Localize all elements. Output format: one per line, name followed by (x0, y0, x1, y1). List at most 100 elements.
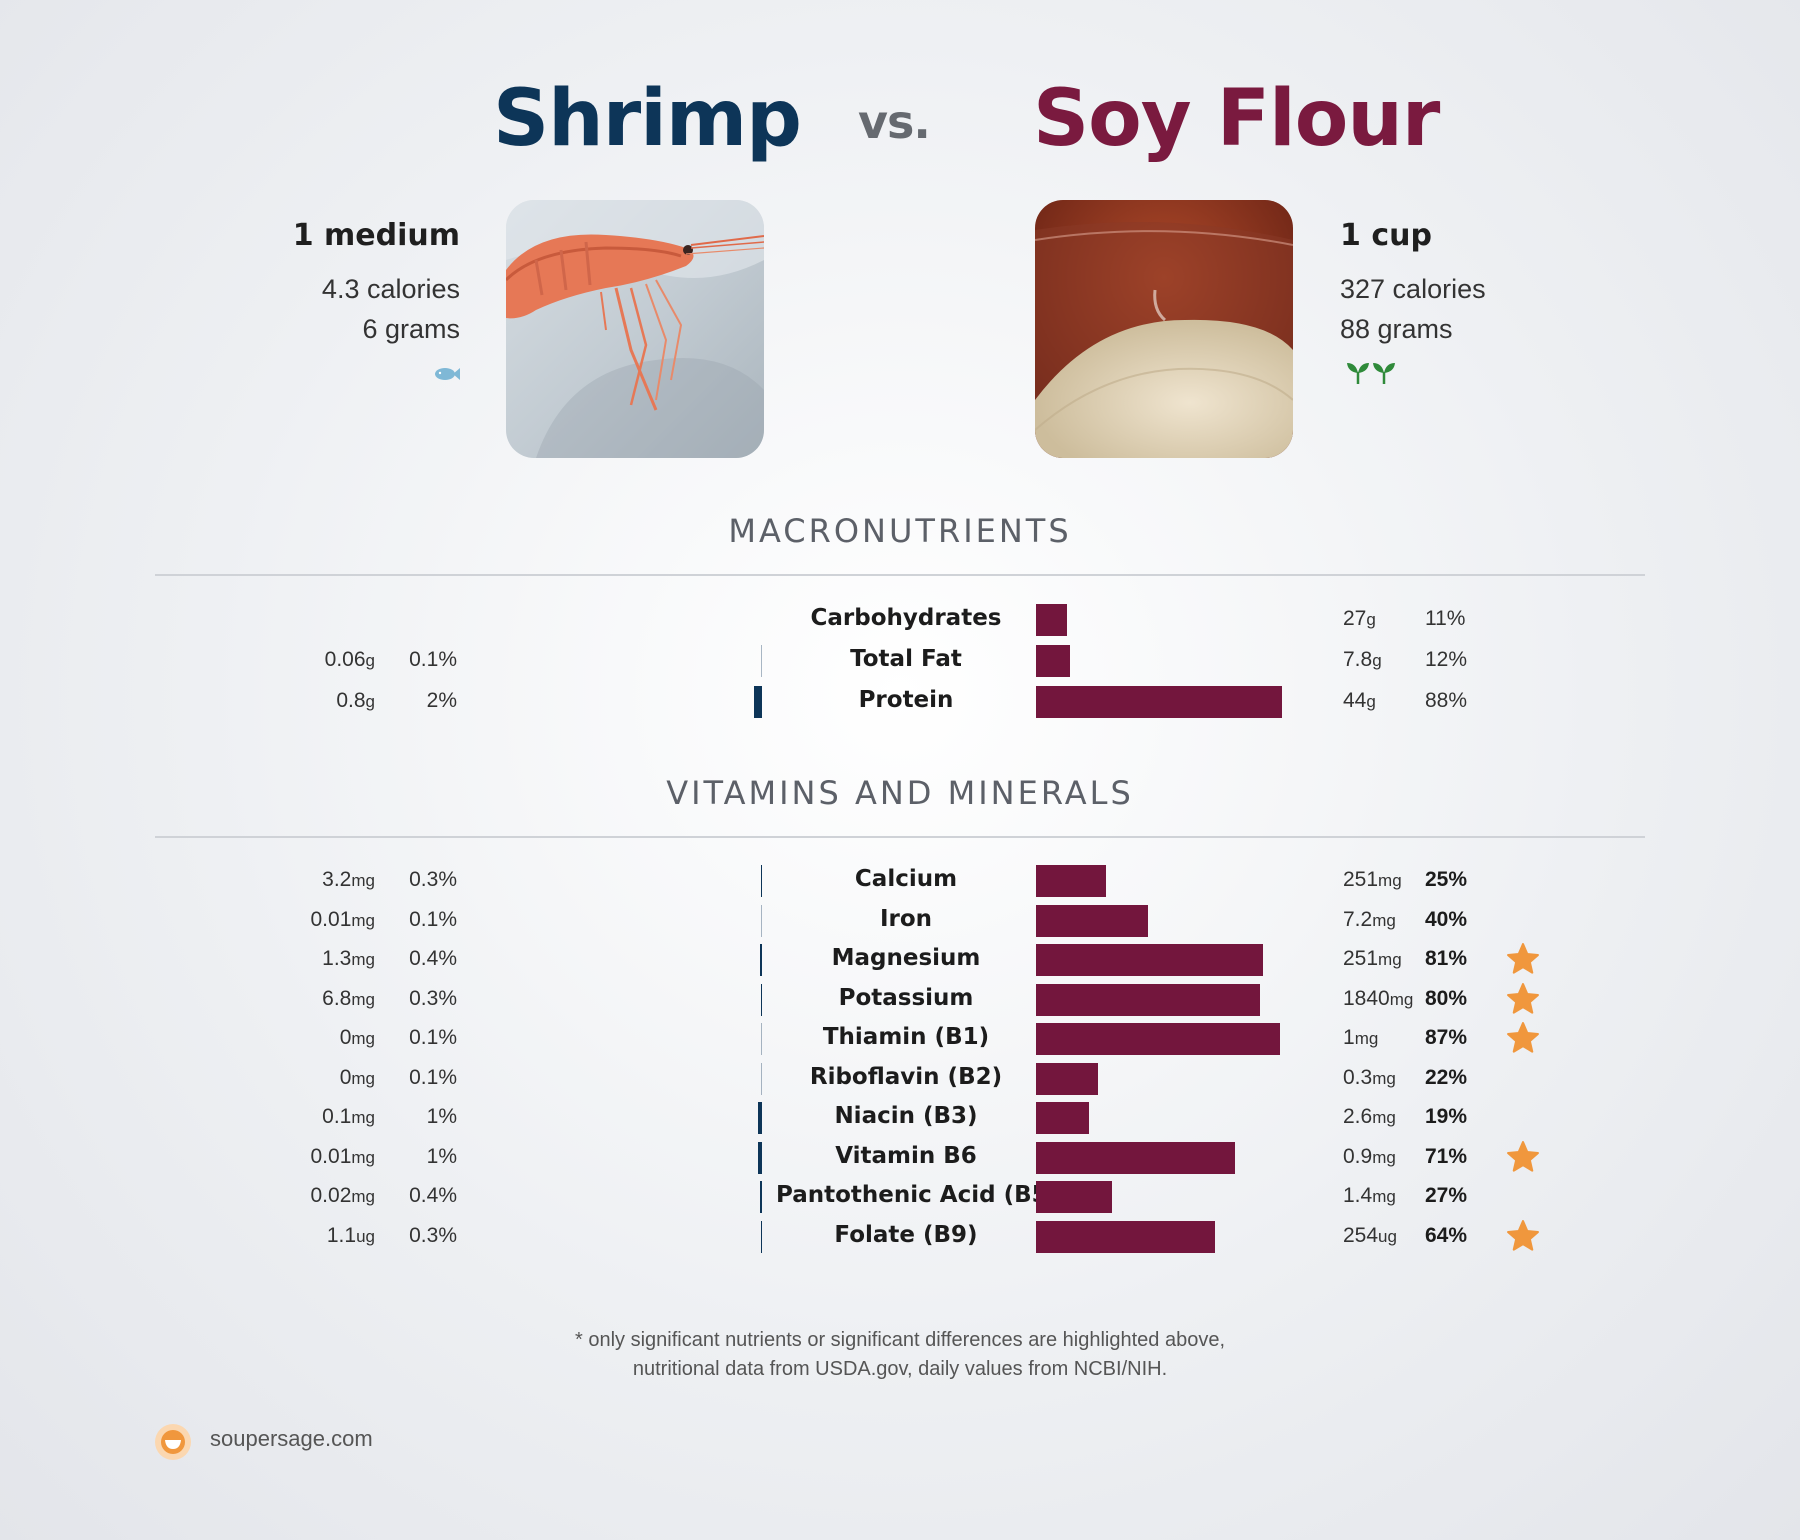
vitamin-left-bar-vitamin-b6 (757, 1141, 762, 1174)
vs-label: vs. (858, 95, 931, 149)
vitamin-label-thiamin-b1: Thiamin (B1) (822, 1024, 990, 1050)
vitamin-left-value-calcium: 3.2mg (322, 868, 375, 892)
left-serving: 1 medium (292, 218, 460, 253)
left-amount: 0 (339, 1026, 352, 1049)
vitamin-right-bar-magnesium (1036, 944, 1263, 976)
macro-right-value-protein: 44g (1343, 689, 1376, 713)
vitamin-right-pct-iron: 40% (1425, 907, 1468, 931)
vitamin-left-bar-folate-b9 (760, 1220, 762, 1253)
right-amount: 2.6 (1343, 1105, 1373, 1128)
vitamin-left-bar-pantothenic-acid-b5 (760, 1181, 762, 1213)
vitamin-right-bar-pantothenic-acid-b5 (1036, 1181, 1112, 1213)
vitamin-left-pct-thiamin-b1: 0.1% (409, 1026, 457, 1049)
vitamin-left-value-thiamin-b1: 0mg (340, 1026, 375, 1050)
macro-left-bar-total-fat (761, 645, 762, 677)
right-amount: 1 (1343, 1026, 1355, 1049)
left-amount: 0.8 (336, 689, 366, 712)
vitamin-right-bar-calcium (1036, 865, 1106, 897)
macro-right-bar-carbohydrates (1036, 604, 1067, 636)
vitamin-left-pct-vitamin-b6: 1% (426, 1144, 457, 1168)
right-grams: 88 grams (1340, 314, 1453, 344)
right-unit: mg (1372, 1068, 1396, 1088)
right-amount: 1840 (1343, 986, 1390, 1010)
vitamin-right-value-riboflavin-b2: 0.3mg (1343, 1066, 1396, 1090)
right-unit: g (1366, 610, 1376, 629)
right-amount: 7.8 (1343, 648, 1373, 671)
vitamin-left-pct-niacin-b3: 1% (426, 1105, 457, 1128)
vitamin-right-value-magnesium: 251mg (1343, 947, 1402, 971)
right-amount: 7.2 (1343, 907, 1373, 931)
shrimp-photo (506, 200, 764, 458)
right-unit: mg (1354, 1029, 1379, 1048)
left-amount: 0.02 (310, 1184, 352, 1207)
macronutrients-divider (155, 574, 1645, 576)
vitamin-right-value-vitamin-b6: 0.9mg (1343, 1145, 1396, 1169)
vitamins-divider (155, 836, 1645, 838)
left-unit: ug (356, 1226, 375, 1246)
vitamin-left-pct-magnesium: 0.4% (409, 947, 457, 970)
brand-name[interactable]: soupersage.com (210, 1426, 373, 1451)
vitamin-left-bar-magnesium (760, 944, 762, 976)
vitamin-right-pct-folate-b9: 64% (1425, 1223, 1468, 1247)
vitamin-right-bar-thiamin-b1 (1036, 1023, 1280, 1055)
vitamin-left-bar-calcium (760, 865, 762, 897)
right-amount: 251 (1343, 947, 1379, 970)
vitamin-left-pct-pantothenic-acid-b5: 0.4% (409, 1184, 457, 1207)
macro-right-pct-protein: 88% (1425, 689, 1468, 712)
right-unit: mg (1389, 989, 1414, 1009)
vitamin-left-value-iron: 0.01mg (311, 908, 376, 932)
macro-left-value-protein: 0.8g (336, 689, 375, 713)
left-unit: g (365, 651, 375, 670)
vitamin-label-calcium: Calcium (854, 866, 958, 892)
right-unit: mg (1372, 1147, 1396, 1167)
right-amount: 0.9 (1343, 1144, 1373, 1168)
left-amount: 3.2 (322, 868, 352, 891)
left-unit: mg (351, 1029, 375, 1048)
footnote-line-1: * only significant nutrients or signific… (574, 1329, 1226, 1351)
left-amount: 0 (339, 1065, 352, 1089)
right-amount: 27 (1343, 607, 1367, 630)
left-unit: mg (351, 871, 375, 890)
soupersage-logo-icon (155, 1424, 191, 1460)
vitamin-left-value-pantothenic-acid-b5: 0.02mg (311, 1184, 376, 1208)
macro-label-total-fat: Total Fat (850, 646, 962, 672)
right-unit: mg (1372, 910, 1396, 930)
right-unit: mg (1378, 950, 1402, 969)
macro-left-value-total-fat: 0.06g (325, 648, 375, 672)
macro-left-pct-protein: 2% (426, 689, 457, 712)
right-unit: mg (1372, 1187, 1396, 1206)
vitamin-right-bar-niacin-b3 (1036, 1102, 1090, 1134)
right-amount: 1.4 (1343, 1184, 1373, 1207)
right-unit: g (1366, 692, 1376, 711)
vitamin-right-pct-magnesium: 81% (1425, 947, 1468, 970)
left-grams: 6 grams (362, 314, 460, 344)
right-unit: mg (1372, 1108, 1396, 1127)
left-unit: mg (351, 910, 375, 930)
vitamin-right-bar-potassium (1036, 983, 1260, 1016)
left-unit: mg (351, 1108, 375, 1127)
vitamin-right-value-pantothenic-acid-b5: 1.4mg (1343, 1184, 1396, 1208)
vitamin-label-niacin-b3: Niacin (B3) (834, 1103, 978, 1129)
right-amount: 251 (1343, 868, 1379, 891)
vitamin-left-value-niacin-b3: 0.1mg (322, 1105, 375, 1129)
vitamin-right-pct-vitamin-b6: 71% (1425, 1144, 1468, 1168)
left-amount: 0.01 (310, 1144, 352, 1168)
left-unit: mg (351, 1147, 375, 1167)
vitamin-right-bar-vitamin-b6 (1036, 1141, 1235, 1174)
vitamin-star-icon-folate-b9 (1507, 1219, 1539, 1251)
vitamin-star-icon-thiamin-b1 (1507, 1022, 1539, 1053)
vitamin-left-value-magnesium: 1.3mg (322, 947, 375, 971)
vitamin-star-icon-magnesium (1507, 943, 1539, 974)
vitamin-right-pct-potassium: 80% (1425, 986, 1468, 1010)
left-amount: 0.01 (310, 907, 352, 931)
vitamin-left-pct-iron: 0.1% (409, 907, 457, 931)
vitamin-right-pct-thiamin-b1: 87% (1425, 1026, 1468, 1049)
left-amount: 1.1 (326, 1223, 357, 1247)
vitamin-right-value-thiamin-b1: 1mg (1343, 1026, 1378, 1050)
macro-right-value-total-fat: 7.8g (1343, 648, 1382, 672)
left-calories: 4.3 calories (321, 274, 460, 304)
sprout-icon (1347, 363, 1395, 384)
vitamin-label-riboflavin-b2: Riboflavin (B2) (809, 1063, 1003, 1090)
vitamin-left-value-vitamin-b6: 0.01mg (311, 1145, 376, 1169)
left-unit: g (365, 692, 375, 711)
